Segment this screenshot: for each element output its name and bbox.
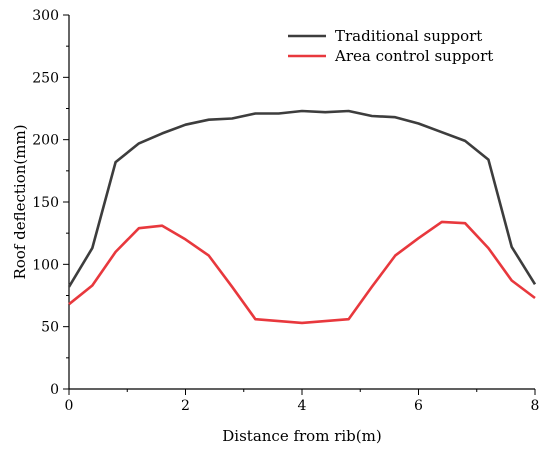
x-tick-label: 0 [65,398,74,414]
y-tick-label: 200 [32,133,59,149]
legend-label: Traditional support [335,27,482,45]
x-tick-label: 2 [181,398,190,414]
series-group [67,109,537,325]
series-line-1 [67,109,537,288]
legend: Traditional support Area control support [288,27,493,65]
x-tick-label: 6 [414,398,423,414]
axes [68,15,535,390]
ticks: 0 2 4 6 8 0 50 100 150 200 250 300 [32,8,539,414]
x-axis-title: Distance from rib(m) [222,427,381,445]
y-tick-label: 0 [50,382,59,398]
series-line-2 [68,220,536,325]
y-tick-label: 100 [32,257,59,273]
x-tick-label: 8 [531,398,540,414]
y-axis-title: Roof deflection(mm) [11,124,29,279]
y-tick-label: 250 [32,70,59,86]
y-tick-label: 50 [41,320,59,336]
x-tick-label: 4 [298,398,307,414]
legend-label: Area control support [334,47,493,65]
y-tick-label: 150 [32,195,59,211]
y-tick-label: 300 [32,8,59,24]
